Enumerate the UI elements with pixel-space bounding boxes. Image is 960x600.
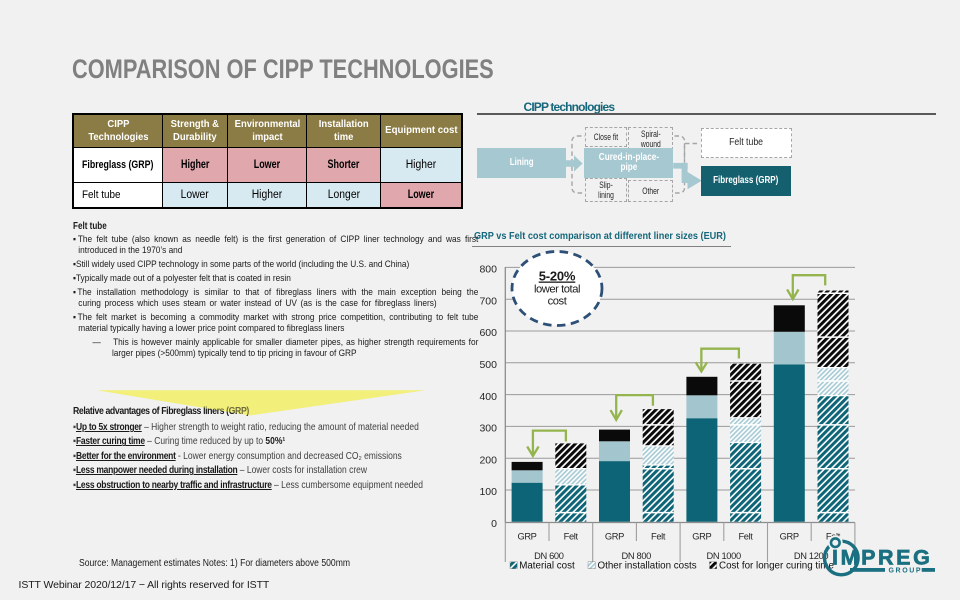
svg-text:GROUP: GROUP bbox=[889, 568, 923, 575]
svg-text:IMPREG: IMPREG bbox=[832, 546, 932, 570]
svg-text:Felt: Felt bbox=[826, 531, 841, 541]
svg-text:800: 800 bbox=[479, 264, 497, 276]
svg-text:lower total: lower total bbox=[534, 283, 580, 295]
svg-text:5-20%: 5-20% bbox=[539, 269, 576, 284]
svg-text:Cost for longer curing time: Cost for longer curing time bbox=[719, 561, 834, 572]
svg-text:400: 400 bbox=[479, 391, 497, 403]
svg-text:500: 500 bbox=[479, 359, 497, 371]
svg-text:0: 0 bbox=[491, 518, 497, 530]
svg-text:700: 700 bbox=[479, 295, 497, 307]
svg-text:GRP: GRP bbox=[517, 531, 536, 541]
svg-text:DN 600: DN 600 bbox=[534, 551, 564, 561]
svg-text:Felt: Felt bbox=[564, 531, 579, 541]
svg-text:Other installation costs: Other installation costs bbox=[598, 561, 697, 572]
svg-text:600: 600 bbox=[479, 327, 497, 339]
svg-text:Felt: Felt bbox=[651, 531, 666, 541]
svg-text:DN 1200: DN 1200 bbox=[794, 551, 828, 561]
svg-text:Felt: Felt bbox=[738, 531, 753, 541]
svg-text:cost: cost bbox=[548, 295, 568, 307]
svg-text:DN 800: DN 800 bbox=[622, 551, 652, 561]
svg-text:Material cost: Material cost bbox=[519, 561, 575, 572]
svg-text:GRP: GRP bbox=[692, 531, 711, 541]
svg-text:GRP: GRP bbox=[780, 531, 799, 541]
svg-text:DN 1000: DN 1000 bbox=[707, 551, 741, 561]
svg-text:GRP: GRP bbox=[605, 531, 624, 541]
